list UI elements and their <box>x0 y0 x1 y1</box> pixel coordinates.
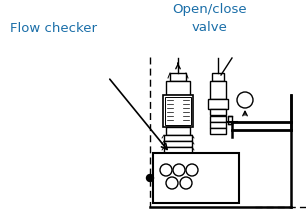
Bar <box>212 73 224 81</box>
Bar <box>166 81 190 95</box>
Bar <box>228 116 232 124</box>
Bar <box>210 109 226 115</box>
Circle shape <box>237 92 253 108</box>
Circle shape <box>147 174 154 181</box>
Bar <box>153 153 239 203</box>
Bar <box>165 97 191 125</box>
Text: Open/close
valve: Open/close valve <box>173 3 247 34</box>
Bar <box>164 135 192 141</box>
Bar <box>163 95 193 127</box>
Circle shape <box>180 177 192 189</box>
Circle shape <box>160 164 172 176</box>
Bar <box>170 73 186 81</box>
Circle shape <box>166 177 178 189</box>
Bar <box>210 122 226 128</box>
Bar <box>164 147 192 153</box>
Circle shape <box>173 164 185 176</box>
Bar <box>208 99 228 109</box>
Bar <box>210 81 226 99</box>
Text: Flow checker: Flow checker <box>10 22 97 35</box>
Bar <box>210 116 226 122</box>
Bar <box>210 128 226 134</box>
Bar <box>166 127 190 135</box>
Circle shape <box>186 164 198 176</box>
Bar <box>164 141 192 147</box>
